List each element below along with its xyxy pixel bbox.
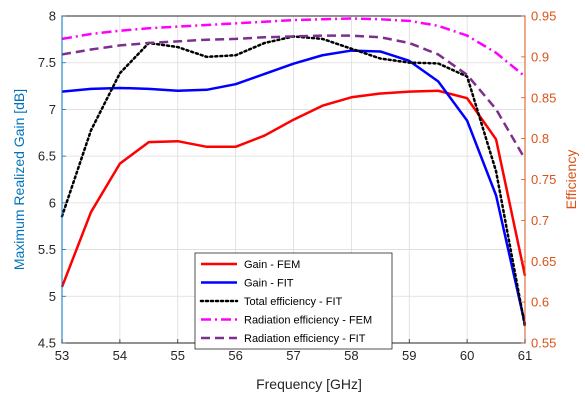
y-right-tick-label: 0.85 (531, 90, 556, 105)
x-tick-label: 55 (171, 348, 185, 363)
y-right-tick-label: 0.55 (531, 336, 556, 351)
legend-label: Total efficiency - FIT (244, 296, 342, 308)
y-right-tick-label: 0.7 (531, 213, 549, 228)
y-right-tick-label: 0.65 (531, 254, 556, 269)
y-right-tick-label: 0.6 (531, 295, 549, 310)
y-left-tick-label: 8 (49, 9, 56, 24)
y-left-tick-label: 7 (49, 102, 56, 117)
x-tick-label: 57 (286, 348, 300, 363)
x-tick-label: 56 (228, 348, 242, 363)
x-tick-label: 59 (402, 348, 416, 363)
legend-label: Radiation efficiency - FEM (244, 315, 372, 327)
legend-label: Gain - FIT (244, 278, 294, 290)
x-tick-label: 54 (113, 348, 127, 363)
y-left-tick-label: 6 (49, 195, 56, 210)
x-tick-label: 61 (518, 348, 532, 363)
ticks: 53 54 55 56 57 58 59 60 61 4.5 5 5.5 6 6.5 7 7.5 8 0.55 0.… (38, 9, 556, 364)
y-axis-left-label: Maximum Realized Gain [dB] (11, 89, 27, 270)
series-line-5 (61, 34, 527, 160)
y-left-tick-label: 5 (49, 289, 56, 304)
legend-items: Gain - FEM Gain - FIT Total efficiency - F… (199, 259, 372, 345)
x-tick-label: 53 (55, 348, 69, 363)
x-axis-label: Frequency [GHz] (256, 376, 362, 392)
legend: Gain - FEM Gain - FIT Total efficiency - F… (194, 252, 393, 350)
y-axis-right-label: Efficiency (563, 150, 579, 210)
y-left-tick-label: 7.5 (38, 55, 56, 70)
x-tick-label: 58 (344, 348, 358, 363)
series-group (60, 17, 527, 328)
y-left-tick-label: 6.5 (38, 149, 56, 164)
y-left-tick-label: 5.5 (38, 242, 56, 257)
y-left-tick-label: 4.5 (38, 336, 56, 351)
y-right-tick-label: 0.8 (531, 131, 549, 146)
legend-label: Gain - FEM (244, 259, 300, 271)
y-right-tick-label: 0.75 (531, 172, 556, 187)
series-line-4 (61, 17, 526, 78)
x-tick-label: 60 (460, 348, 474, 363)
series-line-2 (61, 49, 527, 325)
y-right-tick-label: 0.9 (531, 49, 549, 64)
y-right-tick-label: 0.95 (531, 9, 556, 24)
legend-label: Radiation efficiency - FIT (244, 333, 366, 345)
